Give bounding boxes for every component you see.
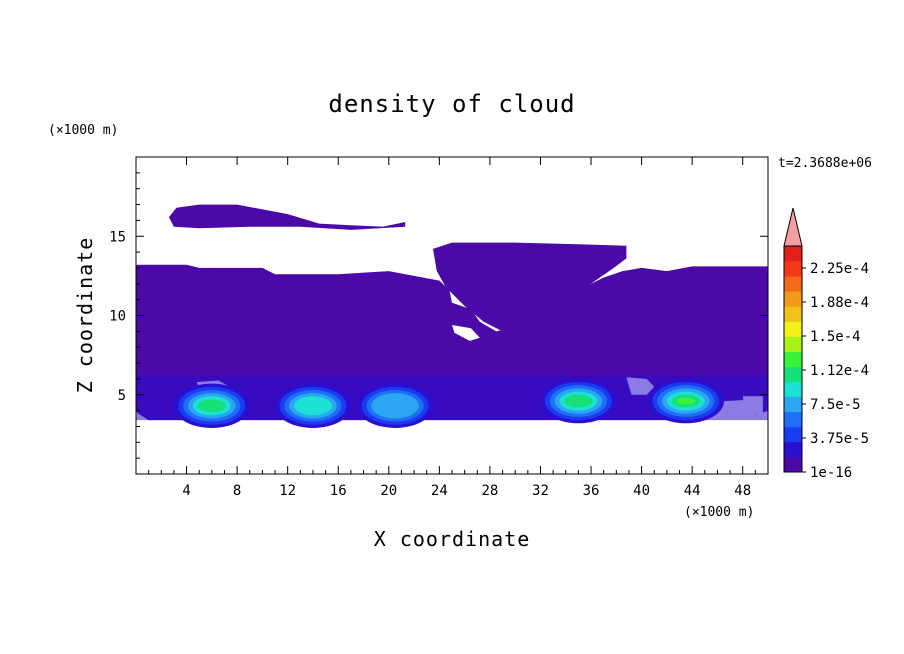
cloud-core-1 — [173, 383, 250, 428]
x-tick-label: 40 — [633, 483, 650, 499]
x-unit-label: (×1000 m) — [684, 505, 754, 520]
colorbar-label: 1.12e-4 — [810, 363, 869, 379]
y-tick-label: 5 — [118, 388, 126, 404]
x-tick-label: 36 — [583, 483, 600, 499]
x-tick-label: 4 — [182, 483, 190, 499]
core-level-7 — [676, 397, 696, 405]
colorbar-label: 3.75e-5 — [810, 431, 869, 447]
cloud-core-4 — [540, 378, 617, 424]
colorbar-label: 7.5e-5 — [810, 397, 861, 413]
core-level-6 — [197, 399, 226, 413]
x-tick-label: 24 — [431, 483, 448, 499]
y-axis-label: Z coordinate — [73, 237, 97, 394]
colorbar-swatch — [784, 336, 802, 352]
colorbar-frame — [783, 245, 803, 473]
cloud-core-5 — [647, 378, 724, 424]
colorbar-swatch — [784, 396, 802, 413]
colorbar-swatch — [784, 456, 802, 473]
anvil-cloud — [433, 242, 627, 332]
x-tick-label: 20 — [380, 483, 397, 499]
colorbar-label: 1e-16 — [810, 465, 852, 481]
x-tick-label: 28 — [481, 483, 498, 499]
x-axis-label: X coordinate — [374, 527, 531, 551]
core-level-5 — [294, 396, 332, 416]
colorbar-swatch — [784, 351, 802, 367]
colorbar-swatch — [784, 246, 802, 262]
colorbar-swatch — [784, 441, 802, 458]
colorbar: 2.25e-4 1.88e-4 1.5e-4 1.12e-4 7.5e-5 3.75e-5… — [783, 207, 869, 481]
y-axis: 5 10 15 — [109, 172, 768, 459]
x-tick-label: 16 — [330, 483, 347, 499]
colorbar-label: 1.88e-4 — [810, 295, 869, 311]
y-tick-label: 15 — [109, 229, 126, 245]
x-tick-label: 12 — [279, 483, 296, 499]
colorbar-swatch — [784, 306, 802, 322]
colorbar-swatch — [784, 276, 802, 292]
upper-cloud-layer — [168, 204, 406, 230]
colorbar-swatch — [784, 381, 802, 398]
colorbar-swatch — [784, 321, 802, 337]
y-tick-label: 10 — [109, 309, 126, 325]
clear-gap-3 — [452, 325, 480, 341]
chart-title: density of cloud — [328, 90, 575, 118]
colorbar-swatch — [784, 426, 802, 443]
time-label: t=2.3688e+06 — [778, 156, 872, 171]
x-tick-label: 32 — [532, 483, 549, 499]
colorbar-swatch — [784, 261, 802, 277]
y-unit-label: (×1000 m) — [48, 123, 118, 138]
x-axis: 4 8 12 16 20 24 28 32 36 40 44 48 — [148, 157, 756, 499]
colorbar-label: 2.25e-4 — [810, 261, 869, 277]
core-level-4 — [371, 393, 419, 419]
x-tick-label: 48 — [734, 483, 751, 499]
colorbar-label: 1.5e-4 — [810, 329, 861, 345]
colorbar-overflow-arrow — [783, 207, 803, 247]
colorbar-swatch — [784, 366, 802, 382]
cloud-density-field — [136, 204, 768, 428]
x-tick-label: 8 — [233, 483, 241, 499]
core-level-6 — [564, 394, 593, 408]
x-tick-label: 44 — [684, 483, 701, 499]
cloud-core-3 — [356, 383, 434, 428]
colorbar-swatch — [784, 291, 802, 307]
cloud-core-2 — [274, 383, 352, 428]
colorbar-swatch — [784, 411, 802, 428]
